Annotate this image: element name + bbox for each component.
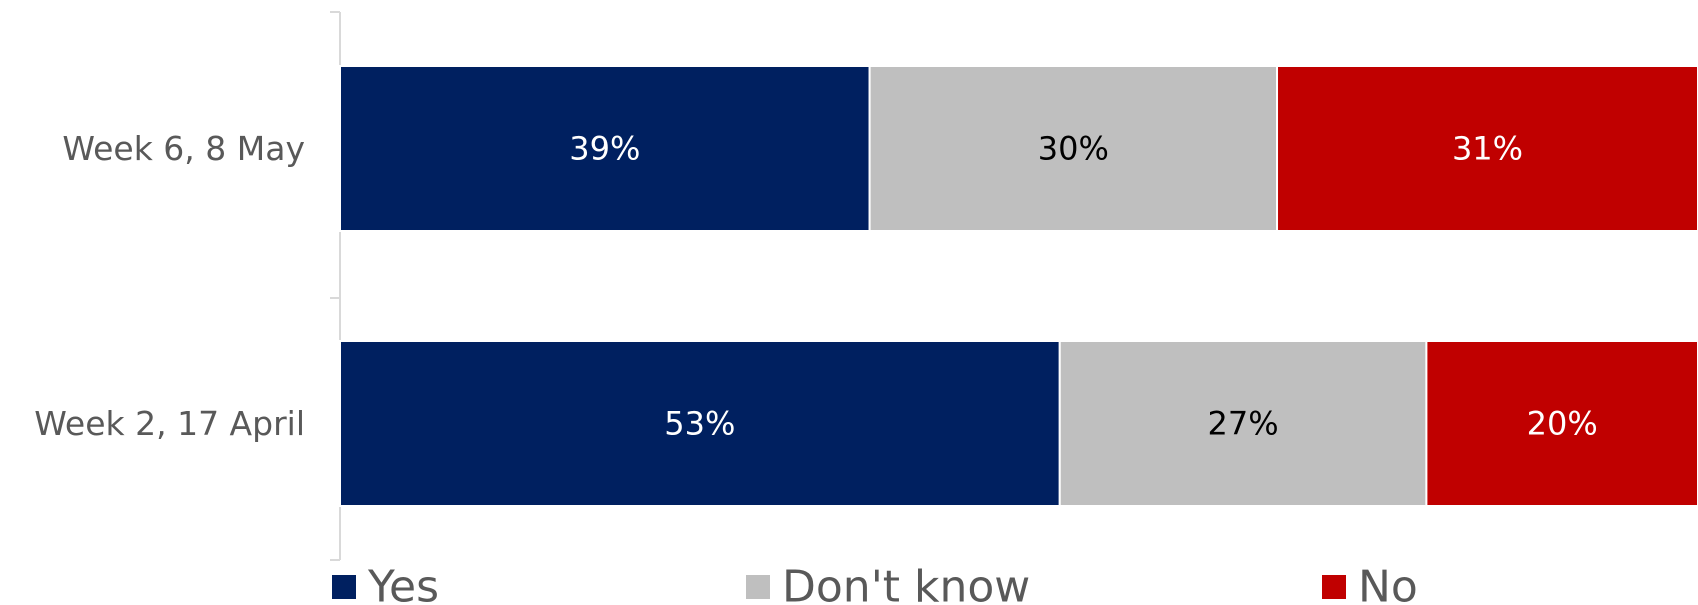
data-label: 39% (569, 130, 640, 168)
data-labels: 39% 30% 31% 53% 27% 20% (569, 130, 1598, 443)
legend-swatch (1322, 575, 1346, 599)
category-label: Week 6, 8 May (62, 129, 305, 168)
data-label: 20% (1527, 405, 1598, 443)
data-label: 27% (1208, 405, 1279, 443)
bar-segment (868, 65, 1279, 232)
legend-label: Don't know (782, 562, 1030, 605)
legend-item: No (1322, 562, 1418, 605)
legend-label: Yes (367, 562, 439, 605)
bar-segment (1425, 340, 1698, 507)
bars (339, 65, 1698, 507)
legend-swatch (332, 575, 356, 599)
legend: Yes Don't know No (332, 562, 1418, 605)
data-label: 53% (664, 405, 735, 443)
data-label: 31% (1452, 130, 1523, 168)
category-label: Week 2, 17 April (34, 404, 305, 443)
bar-segment (339, 65, 871, 232)
legend-swatch (746, 575, 770, 599)
data-label: 30% (1038, 130, 1109, 168)
bar-segment (1276, 65, 1698, 232)
category-labels: Week 6, 8 May Week 2, 17 April (34, 129, 305, 443)
category-axis (330, 11, 341, 561)
legend-label: No (1358, 562, 1418, 605)
bar-segment (339, 340, 1061, 507)
legend-item: Don't know (746, 562, 1030, 605)
legend-item: Yes (332, 562, 439, 605)
